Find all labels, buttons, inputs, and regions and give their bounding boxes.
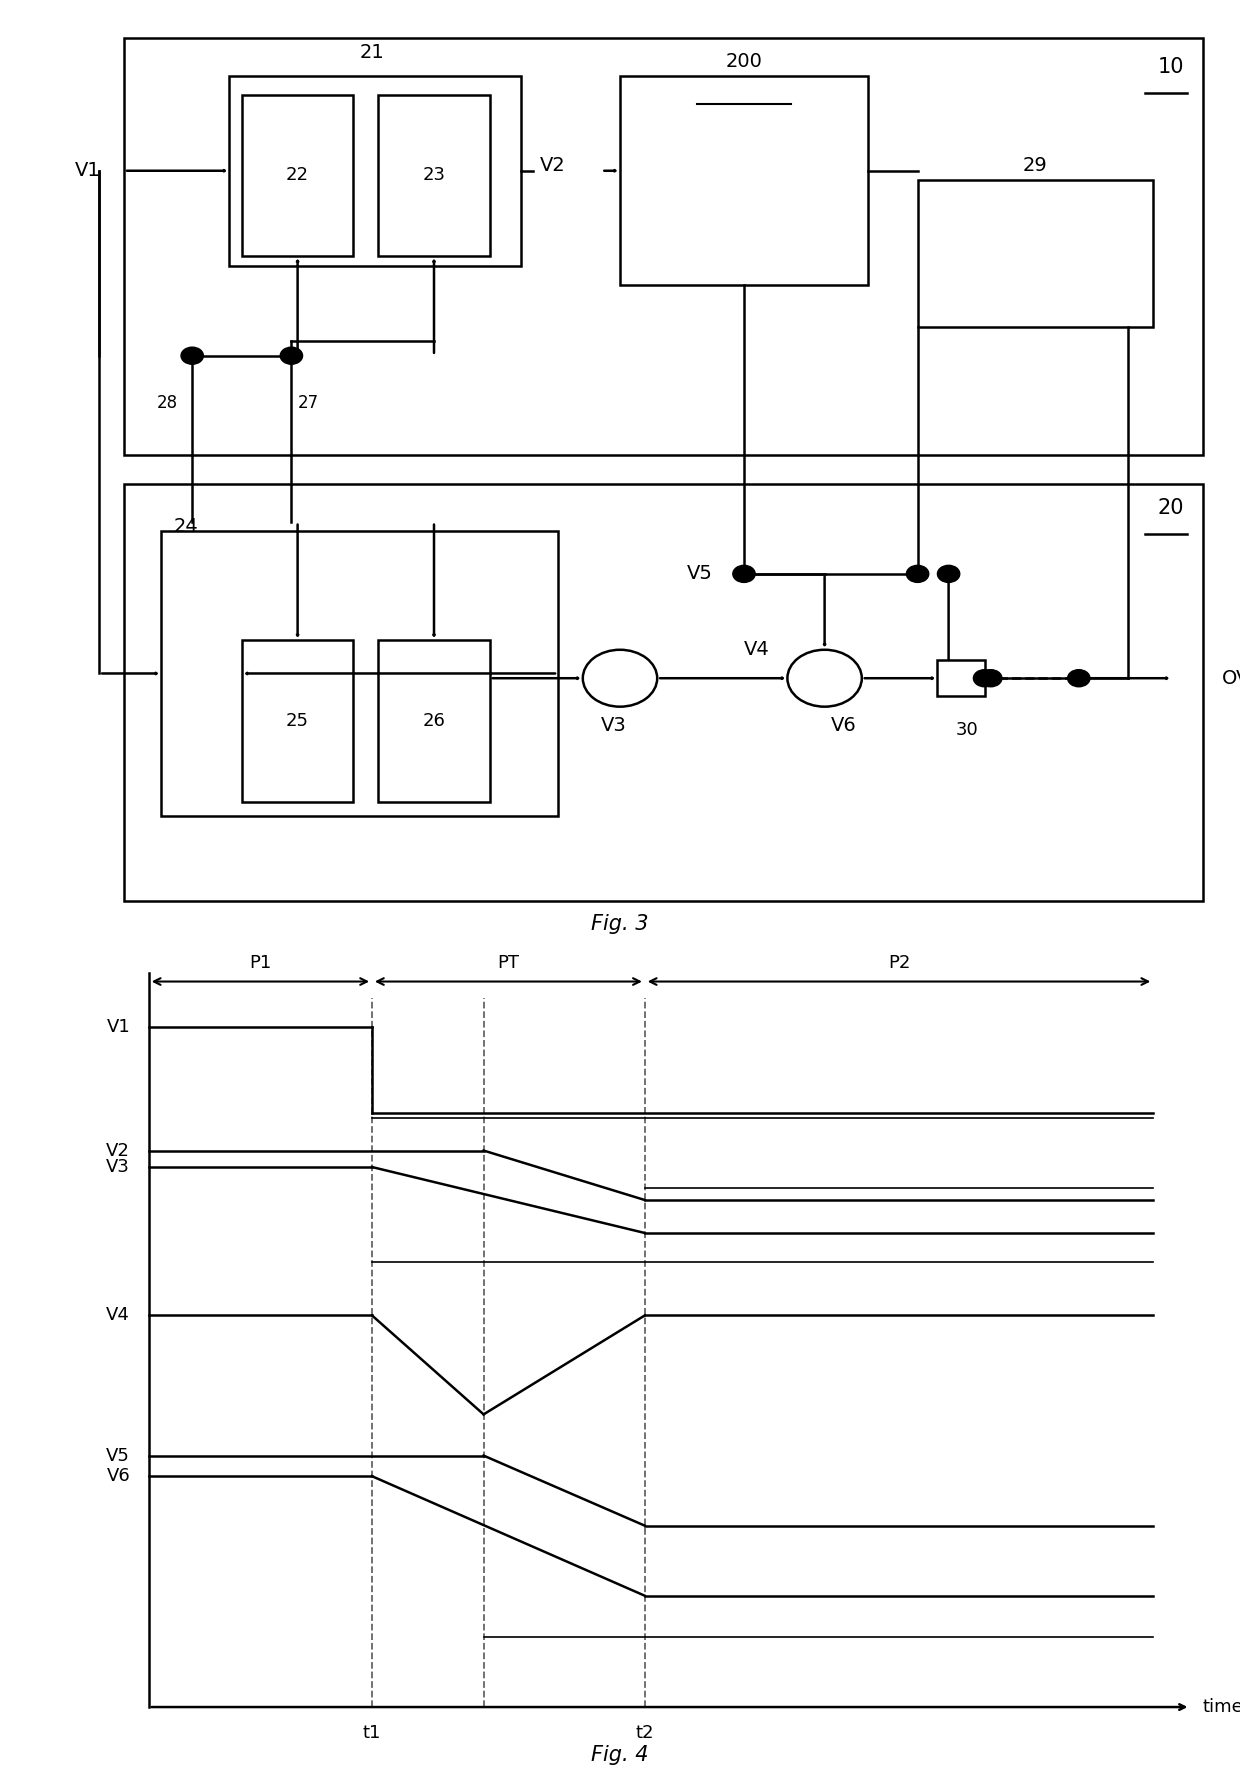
Circle shape — [733, 566, 755, 582]
Text: PT: PT — [497, 954, 520, 972]
Text: 10: 10 — [1158, 57, 1184, 76]
Circle shape — [280, 348, 303, 363]
Text: V4: V4 — [107, 1307, 130, 1324]
Text: V3: V3 — [601, 716, 626, 736]
Text: 29: 29 — [1023, 156, 1048, 176]
Bar — [620, 76, 868, 284]
Text: Fig. 4: Fig. 4 — [591, 1745, 649, 1764]
Text: V6: V6 — [107, 1468, 130, 1486]
Bar — [918, 181, 1153, 328]
Bar — [378, 640, 490, 801]
Circle shape — [937, 566, 960, 582]
Bar — [161, 532, 558, 816]
Text: time: time — [1203, 1699, 1240, 1716]
Bar — [124, 484, 1203, 901]
Text: V3: V3 — [107, 1158, 130, 1175]
Bar — [937, 660, 985, 697]
Text: V5: V5 — [107, 1447, 130, 1464]
Text: 24: 24 — [174, 518, 198, 535]
Text: P1: P1 — [249, 954, 272, 972]
Circle shape — [181, 348, 203, 363]
Text: +: + — [796, 661, 808, 676]
Text: P2: P2 — [888, 954, 910, 972]
Text: 28: 28 — [156, 394, 179, 411]
Bar — [378, 94, 490, 255]
Circle shape — [906, 566, 929, 582]
Text: OV: OV — [1221, 668, 1240, 688]
Circle shape — [1068, 670, 1090, 686]
Circle shape — [980, 670, 1002, 686]
Text: 22: 22 — [286, 167, 309, 184]
Text: V6: V6 — [831, 716, 857, 736]
Bar — [242, 94, 353, 255]
Text: 26: 26 — [423, 713, 445, 730]
Text: 200: 200 — [725, 51, 763, 71]
Bar — [124, 37, 1203, 456]
Circle shape — [583, 649, 657, 707]
Text: 21: 21 — [360, 43, 384, 62]
Text: +: + — [594, 661, 606, 676]
Text: Fig. 3: Fig. 3 — [591, 915, 649, 934]
Text: V1: V1 — [74, 161, 100, 181]
Circle shape — [973, 670, 996, 686]
Text: t2: t2 — [636, 1723, 653, 1741]
Bar — [229, 76, 521, 266]
Circle shape — [787, 649, 862, 707]
Text: 27: 27 — [298, 394, 319, 411]
Text: +: + — [796, 683, 808, 697]
Text: 30: 30 — [956, 722, 978, 739]
Text: V1: V1 — [107, 1018, 130, 1035]
Text: t1: t1 — [363, 1723, 381, 1741]
Text: -: - — [640, 661, 645, 676]
Text: V2: V2 — [539, 156, 565, 176]
Text: V5: V5 — [687, 564, 713, 583]
Text: 20: 20 — [1158, 498, 1184, 518]
Text: V2: V2 — [107, 1142, 130, 1160]
Bar — [242, 640, 353, 801]
Text: V4: V4 — [744, 640, 770, 660]
Text: 25: 25 — [286, 713, 309, 730]
Text: 23: 23 — [423, 167, 445, 184]
